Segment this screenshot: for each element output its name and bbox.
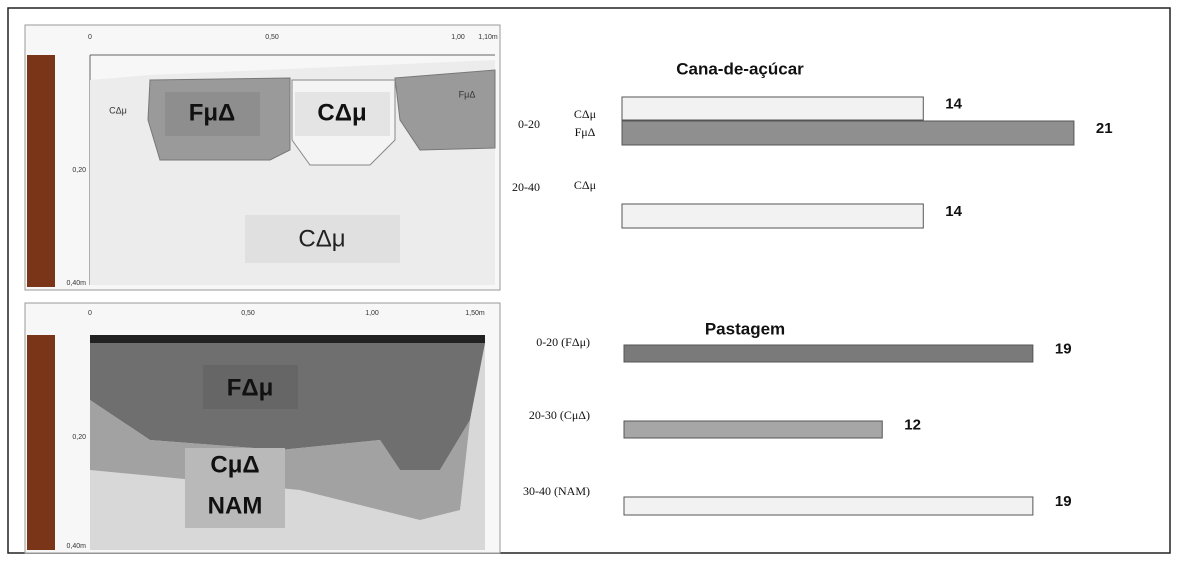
value-label: 14 — [945, 203, 962, 220]
bar — [621, 203, 924, 229]
horizon-label: FμΔ — [459, 89, 476, 99]
tick-label: 1,00 — [365, 310, 379, 317]
tick-label: 0,40m — [67, 543, 87, 550]
value-label: 14 — [945, 95, 962, 112]
chart-title: Cana-de-açúcar — [676, 59, 804, 78]
bar-label: FμΔ — [575, 125, 596, 139]
group-label: 20-40 — [512, 180, 540, 194]
horizon-label: FΔμ — [227, 374, 274, 401]
horizon-label: NAM — [208, 492, 263, 519]
soil-photo — [27, 55, 55, 287]
tick-label: 0,50 — [265, 34, 279, 41]
label-box — [245, 215, 400, 263]
label-box — [185, 448, 285, 528]
profile-bottom: 0 0,50 1,00 1,50m 0,20 0,40m FΔμ CμΔ NAM — [24, 302, 501, 554]
tick-label: 1,10m — [478, 34, 498, 41]
tick-label: 0,20 — [72, 434, 86, 441]
bar — [623, 420, 883, 439]
tick-label: 0 — [88, 34, 92, 41]
value-label: 19 — [1055, 493, 1072, 510]
horizon-label: FμΔ — [189, 99, 236, 126]
group-label: 0-20 (FΔμ) — [536, 335, 590, 349]
horizon-label: CΔμ — [298, 225, 345, 252]
group-label: 20-30 (CμΔ) — [529, 408, 590, 422]
horizon-label: CμΔ — [210, 451, 259, 478]
bar-label: CΔμ — [574, 107, 596, 121]
label-box — [165, 92, 260, 136]
tick-label: 1,00 — [451, 34, 465, 41]
tick-label: 0 — [88, 310, 92, 317]
value-label: 19 — [1055, 340, 1072, 357]
tick-label: 0,50 — [241, 310, 255, 317]
chart-title: Pastagem — [705, 319, 785, 338]
horizon-label: CΔμ — [317, 99, 366, 126]
soil-photo — [27, 335, 55, 550]
bar-label: CΔμ — [574, 178, 596, 192]
bar — [623, 496, 1034, 516]
frame — [7, 7, 1171, 554]
bar-charts: Cana-de-açúcar 0-20 14 CΔμ 21 FμΔ 20-40 14 CΔμ Pa… — [512, 59, 1113, 516]
label-box — [203, 365, 298, 409]
group-label: 30-40 (NAM) — [523, 484, 590, 498]
bar — [621, 96, 924, 121]
bar — [621, 120, 1075, 146]
group-label: 0-20 — [518, 117, 540, 131]
tick-label: 0,40m — [67, 280, 87, 287]
horizon — [394, 69, 496, 151]
value-label: 21 — [1096, 120, 1113, 137]
horizon-label: CΔμ — [109, 105, 127, 115]
profile-top: 0 0,50 1,00 1,10m 0,20 0,40m FμΔ CΔμ CΔμ… — [24, 24, 501, 291]
value-label: 12 — [904, 416, 921, 433]
label-box — [295, 92, 390, 136]
tick-label: 0,20 — [72, 167, 86, 174]
surface — [90, 335, 485, 343]
tick-label: 1,50m — [465, 310, 485, 317]
bar — [623, 344, 1034, 363]
